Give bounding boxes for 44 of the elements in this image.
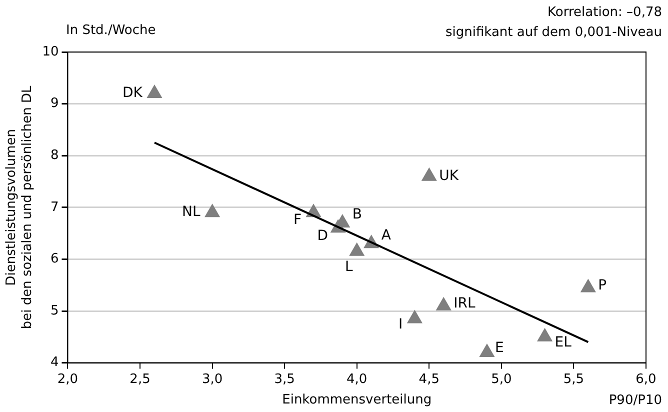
point <box>537 328 552 342</box>
series-label: F <box>293 212 302 228</box>
x-tick-label: 3,0 <box>202 372 223 387</box>
series-label: NL <box>182 204 200 220</box>
y-tick-label: 7 <box>50 200 59 215</box>
x-tick-label: 5,5 <box>563 372 584 387</box>
point <box>407 310 422 324</box>
x-tick-label: 5,0 <box>491 372 512 387</box>
point <box>204 204 220 218</box>
y-axis-title: Dienstleistungsvolumen bei den sozialen und persönlichen DL <box>4 84 35 330</box>
text: P90/P10 <box>608 393 662 408</box>
text: In Std./Woche <box>66 23 156 38</box>
point <box>436 297 452 310</box>
series-label: B <box>352 206 362 223</box>
series-label: D <box>317 228 328 244</box>
text: signifikant auf dem 0,001-Niveau <box>445 25 662 40</box>
point <box>580 279 596 292</box>
x-axis-title: Einkommensverteilung <box>282 392 432 408</box>
y-tick-label: 8 <box>50 148 59 163</box>
x-tick-label: 4,5 <box>418 372 440 387</box>
series-label: L <box>345 259 354 276</box>
y-tick-label: 4 <box>50 355 59 370</box>
series-label: E <box>494 340 504 356</box>
point <box>422 168 437 181</box>
x-tick-label: 4,0 <box>346 372 368 387</box>
series-label: DK <box>122 85 144 102</box>
series-label: EL <box>554 334 572 351</box>
point <box>480 344 494 357</box>
x-tick-label: 6,0 <box>636 372 656 387</box>
x-tick-label: 3,5 <box>274 372 295 387</box>
series-label: A <box>381 227 392 244</box>
y-tick-label: 5 <box>50 303 59 318</box>
x-tick-label: 2,0 <box>57 372 78 387</box>
series-label: P <box>598 277 607 294</box>
x-tick-label: 2,5 <box>130 372 150 387</box>
point <box>349 242 364 256</box>
y-tick-label: 9 <box>50 96 59 112</box>
y-tick-label: 6 <box>50 252 59 267</box>
text: Korrelation: –0,78 <box>548 5 662 20</box>
y-tick-label: 10 <box>42 44 59 60</box>
series-label: IRL <box>454 295 476 312</box>
point <box>147 84 162 98</box>
series-label: UK <box>439 168 460 184</box>
series-label: I <box>398 316 403 332</box>
